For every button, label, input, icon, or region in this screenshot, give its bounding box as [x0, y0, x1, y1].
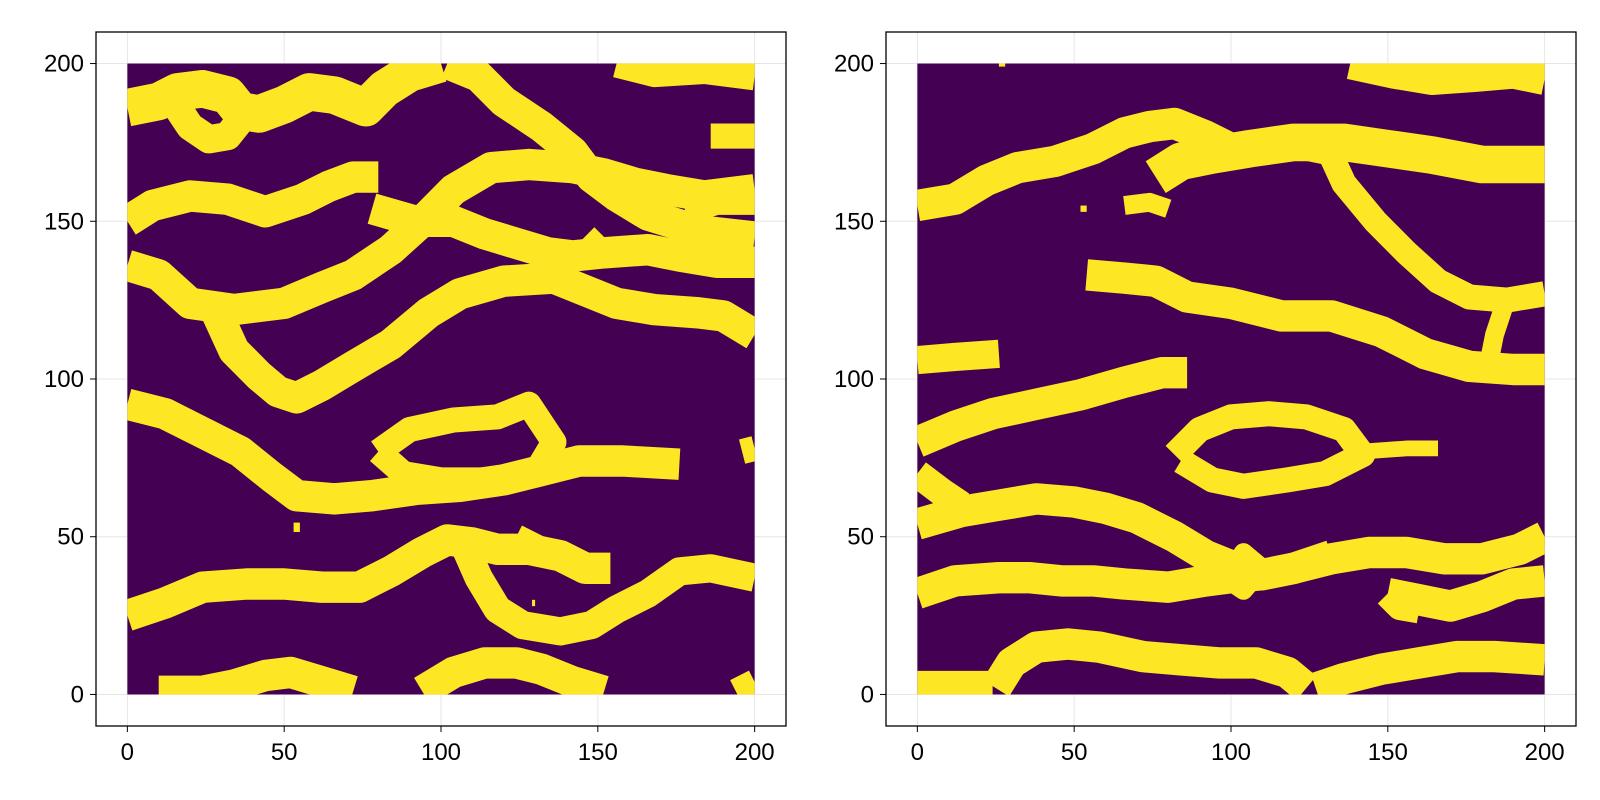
- channel: [370, 391, 567, 493]
- y-tick-label: 0: [71, 681, 84, 708]
- x-tick-label: 0: [121, 739, 134, 766]
- channel: [453, 543, 755, 646]
- y-tick-label: 200: [834, 51, 874, 78]
- channel: [441, 63, 755, 253]
- y-tick-label: 150: [834, 208, 874, 235]
- channel: [982, 628, 1317, 695]
- channel: [1346, 63, 1545, 95]
- channel: [1310, 640, 1545, 695]
- channel-layer: [917, 63, 1545, 695]
- y-tick-label: 100: [44, 366, 84, 393]
- channel: [681, 189, 755, 224]
- y-tick-label: 100: [834, 366, 874, 393]
- channel: [1377, 583, 1422, 624]
- channel: [1478, 294, 1516, 369]
- channel: [1145, 123, 1545, 194]
- x-tick-label: 150: [1368, 739, 1408, 766]
- y-tick-label: 50: [57, 524, 84, 551]
- channel: [613, 63, 755, 91]
- channel: [1123, 192, 1172, 218]
- channel: [917, 357, 1188, 457]
- x-tick-label: 150: [578, 739, 618, 766]
- channel: [165, 88, 255, 154]
- channel: [127, 63, 447, 133]
- x-tick-label: 50: [1061, 739, 1088, 766]
- channel: [127, 388, 681, 515]
- channel: [1085, 259, 1545, 386]
- channel: [917, 339, 1000, 375]
- channel: [367, 193, 755, 278]
- channel: [1217, 543, 1272, 600]
- heatmap-panel-left: 0 50 100 150 200 0 50 100 150 200: [44, 31, 787, 766]
- y-tick-label: 200: [44, 51, 84, 78]
- channel: [127, 161, 379, 235]
- channel: [1165, 401, 1376, 499]
- channel: [414, 647, 609, 695]
- x-tick-label: 50: [271, 739, 298, 766]
- channel: [738, 436, 755, 464]
- y-tick-label: 50: [847, 524, 874, 551]
- x-tick-label: 100: [421, 739, 461, 766]
- x-tick-label: 0: [911, 739, 924, 766]
- x-tick-label: 100: [1211, 739, 1251, 766]
- y-tick-label: 150: [44, 208, 84, 235]
- y-tick-label: 0: [861, 681, 874, 708]
- channel: [510, 525, 609, 584]
- heatmap-panel-right: 0 50 100 150 200 0 50 100 150 200: [834, 31, 1577, 766]
- channel: [158, 656, 358, 695]
- channel: [730, 670, 755, 695]
- x-tick-label: 200: [1525, 739, 1565, 766]
- channel: [200, 262, 755, 414]
- channel-layer: [127, 63, 755, 695]
- x-tick-label: 200: [735, 739, 775, 766]
- channel: [1362, 440, 1438, 460]
- channel: [561, 227, 608, 271]
